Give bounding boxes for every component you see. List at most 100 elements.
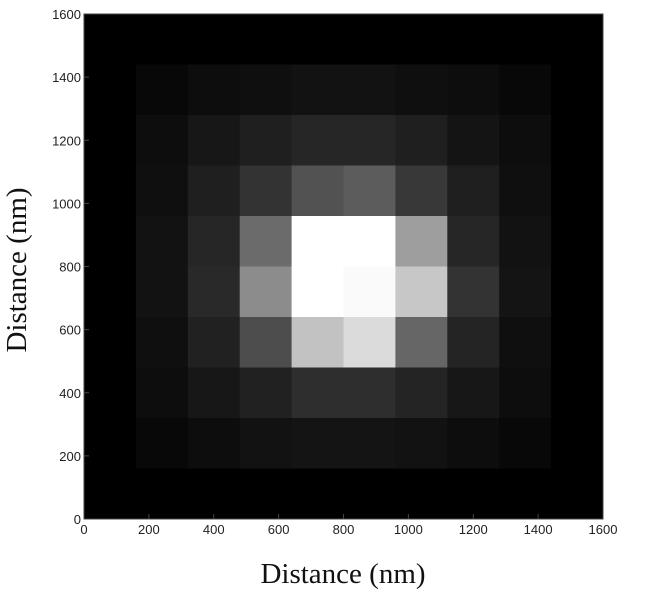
y-axis-label: Distance (nm) [1, 187, 33, 352]
heatmap-cell [343, 418, 396, 469]
y-tick-label: 0 [74, 512, 81, 527]
heatmap-cell [291, 165, 344, 217]
heatmap-cell [551, 14, 604, 65]
heatmap-cell [447, 165, 500, 217]
heatmap-cell [395, 165, 448, 217]
heatmap-cell [84, 418, 137, 469]
heatmap-cell [499, 165, 552, 217]
heatmap-cell [291, 14, 344, 65]
heatmap-cell [84, 468, 137, 520]
heatmap-cell [135, 468, 189, 520]
heatmap-cell [551, 367, 604, 419]
heatmap-cell [447, 367, 500, 419]
heatmap-cell [499, 64, 552, 116]
heatmap-cell [343, 468, 396, 520]
heatmap-cell [343, 14, 396, 65]
heatmap-cell [135, 317, 189, 368]
heatmap-cell [239, 418, 292, 469]
heatmap-cell [291, 468, 344, 520]
y-tick-label: 1000 [52, 196, 81, 211]
heatmap-cell [551, 115, 604, 166]
heatmap-cell [239, 165, 292, 217]
y-tick-label: 1200 [52, 133, 81, 148]
heatmap-cell [499, 468, 552, 520]
heatmap-cell [499, 216, 552, 267]
heatmap-cell [551, 317, 604, 368]
heatmap-cell [239, 216, 292, 267]
heatmap-cell [343, 317, 396, 368]
heatmap-cell [291, 418, 344, 469]
y-tick-label: 600 [59, 323, 81, 338]
heatmap-cell [395, 64, 448, 116]
heatmap-cell [291, 317, 344, 368]
heatmap-cell [343, 266, 396, 318]
heatmap-cell [447, 64, 500, 116]
heatmap-cell [187, 14, 241, 65]
x-tick-label: 0 [80, 522, 87, 537]
heatmap-cell [499, 317, 552, 368]
heatmap-cell [499, 14, 552, 65]
heatmap-cell [499, 266, 552, 318]
heatmap-cell [447, 468, 500, 520]
heatmap-cell [395, 367, 448, 419]
y-tick-label: 1600 [52, 7, 81, 22]
heatmap-cell [551, 216, 604, 267]
heatmap-cell [343, 165, 396, 217]
x-tick-label: 1200 [459, 522, 488, 537]
heatmap-cell [84, 216, 137, 267]
heatmap-cell [135, 115, 189, 166]
heatmap-cells [84, 14, 604, 520]
heatmap-cell [343, 367, 396, 419]
heatmap-cell [135, 367, 189, 419]
heatmap-cell [187, 165, 241, 217]
heatmap-cell [499, 418, 552, 469]
heatmap-cell [239, 266, 292, 318]
heatmap-cell [291, 367, 344, 419]
heatmap-cell [187, 115, 241, 166]
heatmap-cell [395, 266, 448, 318]
heatmap-cell [551, 165, 604, 217]
heatmap-cell [239, 367, 292, 419]
heatmap-cell [239, 115, 292, 166]
heatmap-cell [187, 468, 241, 520]
x-tick-label: 1400 [524, 522, 553, 537]
heatmap-cell [239, 14, 292, 65]
heatmap-cell [84, 367, 137, 419]
x-axis-label: Distance (nm) [260, 558, 425, 590]
heatmap-cell [395, 317, 448, 368]
heatmap-cell [84, 14, 137, 65]
x-tick-label: 200 [138, 522, 160, 537]
heatmap-cell [447, 418, 500, 469]
y-tick-label: 200 [59, 449, 81, 464]
y-tick-label: 800 [59, 260, 81, 275]
heatmap-cell [551, 64, 604, 116]
heatmap-cell [239, 468, 292, 520]
heatmap-cell [499, 367, 552, 419]
heatmap-cell [84, 317, 137, 368]
heatmap-cell [447, 317, 500, 368]
heatmap-cell [187, 64, 241, 116]
heatmap-cell [135, 165, 189, 217]
heatmap-cell [84, 64, 137, 116]
heatmap-cell [343, 216, 396, 267]
heatmap-cell [187, 418, 241, 469]
heatmap-cell [187, 266, 241, 318]
x-tick-label: 1000 [394, 522, 423, 537]
heatmap-cell [239, 317, 292, 368]
heatmap-cell [395, 14, 448, 65]
heatmap-cell [187, 367, 241, 419]
heatmap-cell [135, 216, 189, 267]
heatmap-cell [291, 115, 344, 166]
heatmap-cell [84, 115, 137, 166]
heatmap-cell [447, 216, 500, 267]
heatmap-cell [447, 14, 500, 65]
heatmap-cell [551, 468, 604, 520]
heatmap-cell [239, 64, 292, 116]
x-tick-label: 1600 [589, 522, 618, 537]
heatmap-cell [551, 266, 604, 318]
heatmap-cell [291, 216, 344, 267]
heatmap-cell [135, 64, 189, 116]
heatmap-cell [343, 115, 396, 166]
heatmap-cell [447, 266, 500, 318]
